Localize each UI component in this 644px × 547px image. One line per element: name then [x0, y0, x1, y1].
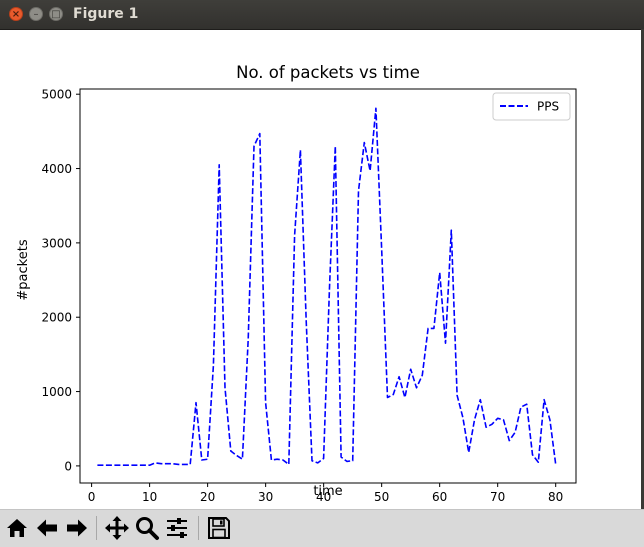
pan-icon[interactable]: [103, 514, 131, 542]
chart-legend: PPS: [492, 92, 571, 121]
x-tick-label: 0: [88, 490, 96, 504]
subplots-icon[interactable]: [163, 514, 191, 542]
window-titlebar: × – □ Figure 1: [0, 0, 644, 30]
y-tick-label: 4000: [41, 162, 72, 176]
x-tick-label: 20: [200, 490, 215, 504]
y-tick-label: 3000: [41, 236, 72, 250]
legend-label-pps: PPS: [537, 100, 559, 114]
y-tick-label: 0: [64, 459, 72, 473]
x-tick-label: 10: [142, 490, 157, 504]
forward-arrow-icon[interactable]: [63, 514, 91, 542]
window-edge: [641, 29, 644, 509]
navigation-toolbar: [0, 509, 644, 547]
x-axis-label: time: [313, 484, 342, 499]
save-icon[interactable]: [205, 514, 233, 542]
axes-frame: [79, 88, 577, 484]
x-tick-label: 70: [490, 490, 505, 504]
y-tick-label: 1000: [41, 385, 72, 399]
x-tick-label: 60: [432, 490, 447, 504]
figure-canvas: No. of packets vs time 0 10 20 30 40 50 60 70 80…: [16, 63, 577, 504]
home-icon[interactable]: [3, 514, 31, 542]
y-axis-label: #packets: [16, 239, 31, 300]
minimize-window-button[interactable]: –: [29, 7, 43, 21]
window-title: Figure 1: [73, 6, 139, 22]
x-tick-label: 50: [374, 490, 389, 504]
x-tick-label: 30: [258, 490, 273, 504]
y-tick-label: 5000: [41, 88, 72, 102]
toolbar-separator: [96, 516, 97, 540]
toolbar-separator: [198, 516, 199, 540]
series-line-pps: [97, 107, 557, 467]
x-tick-label: 80: [548, 490, 563, 504]
x-tick-label: 40: [316, 490, 331, 504]
close-window-button[interactable]: ×: [9, 7, 23, 21]
maximize-window-button[interactable]: □: [49, 7, 63, 21]
back-arrow-icon[interactable]: [33, 514, 61, 542]
zoom-icon[interactable]: [133, 514, 161, 542]
chart-title: No. of packets vs time: [236, 63, 420, 82]
legend-box: [492, 92, 571, 121]
y-tick-label: 2000: [41, 311, 72, 325]
